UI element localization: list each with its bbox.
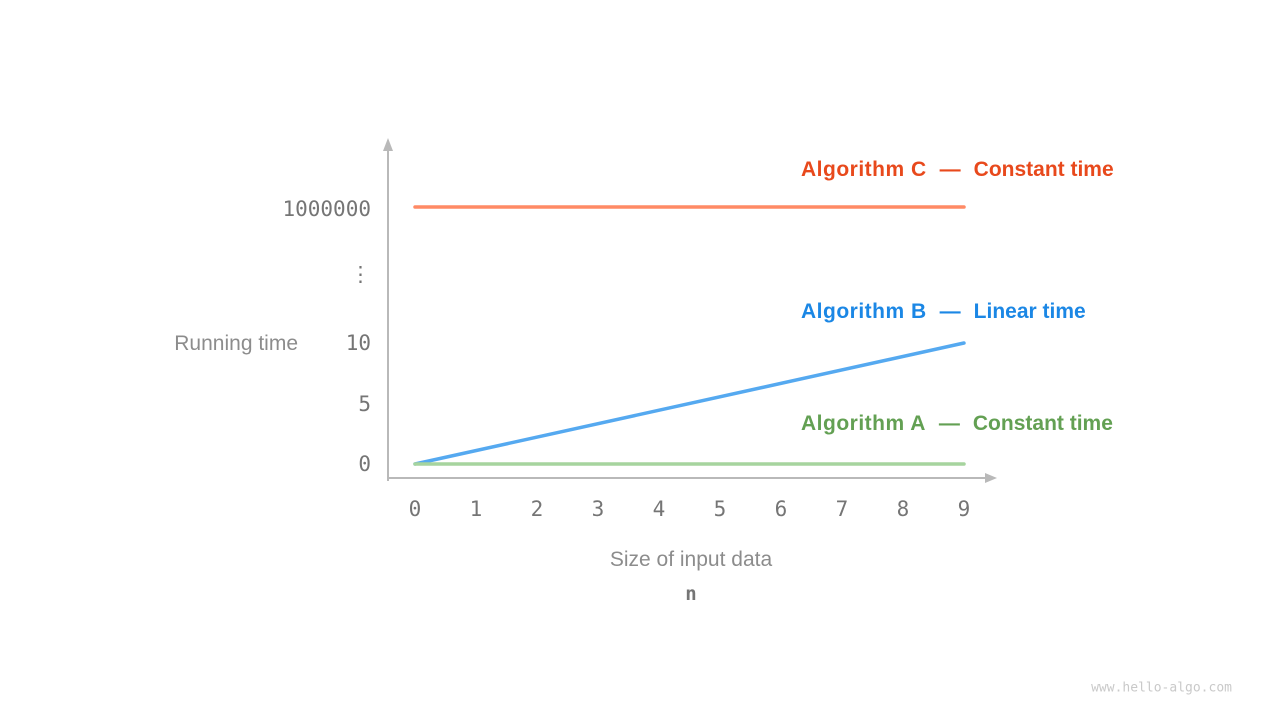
- x-tick-label: 0: [408, 497, 422, 521]
- series-dash-icon: —: [939, 158, 961, 181]
- y-tick-label: 1000000: [282, 197, 371, 221]
- x-tick-label: 6: [774, 497, 788, 521]
- y-axis-title: Running time: [174, 332, 298, 355]
- y-tick-label: 10: [345, 331, 371, 355]
- x-axis-variable: n: [685, 583, 697, 605]
- series-dash-icon: —: [938, 412, 960, 435]
- x-axis-title: Size of input data: [609, 548, 773, 571]
- x-tick-label: 7: [835, 497, 849, 521]
- y-tick-label: 0: [358, 452, 371, 476]
- x-axis-arrow-icon: [985, 473, 997, 483]
- x-tick-label: 2: [530, 497, 544, 521]
- series-line-algorithm-b: [413, 341, 966, 466]
- series-label-algorithm-a: Algorithm A — Constant time: [801, 412, 1113, 436]
- y-axis-ellipsis: ⋮: [350, 262, 371, 286]
- x-tick-label: 8: [896, 497, 910, 521]
- series-name: Algorithm C: [801, 158, 927, 181]
- y-axis-arrow-icon: [383, 138, 393, 151]
- x-tick-label: 5: [713, 497, 727, 521]
- series-descriptor: Constant time: [973, 158, 1114, 181]
- x-tick-label: 4: [652, 497, 666, 521]
- y-tick-label: 5: [358, 392, 371, 416]
- series-dash-icon: —: [939, 300, 961, 323]
- x-tick-label: 3: [591, 497, 605, 521]
- watermark: www.hello-algo.com: [1091, 680, 1232, 696]
- series-name: Algorithm A: [801, 412, 926, 435]
- x-tick-label: 1: [469, 497, 483, 521]
- series-label-algorithm-b: Algorithm B — Linear time: [801, 300, 1086, 324]
- series-descriptor: Linear time: [973, 300, 1086, 323]
- series-label-algorithm-c: Algorithm C — Constant time: [801, 158, 1114, 182]
- x-tick-label: 9: [957, 497, 971, 521]
- series-name: Algorithm B: [801, 300, 927, 323]
- series-descriptor: Constant time: [972, 412, 1113, 435]
